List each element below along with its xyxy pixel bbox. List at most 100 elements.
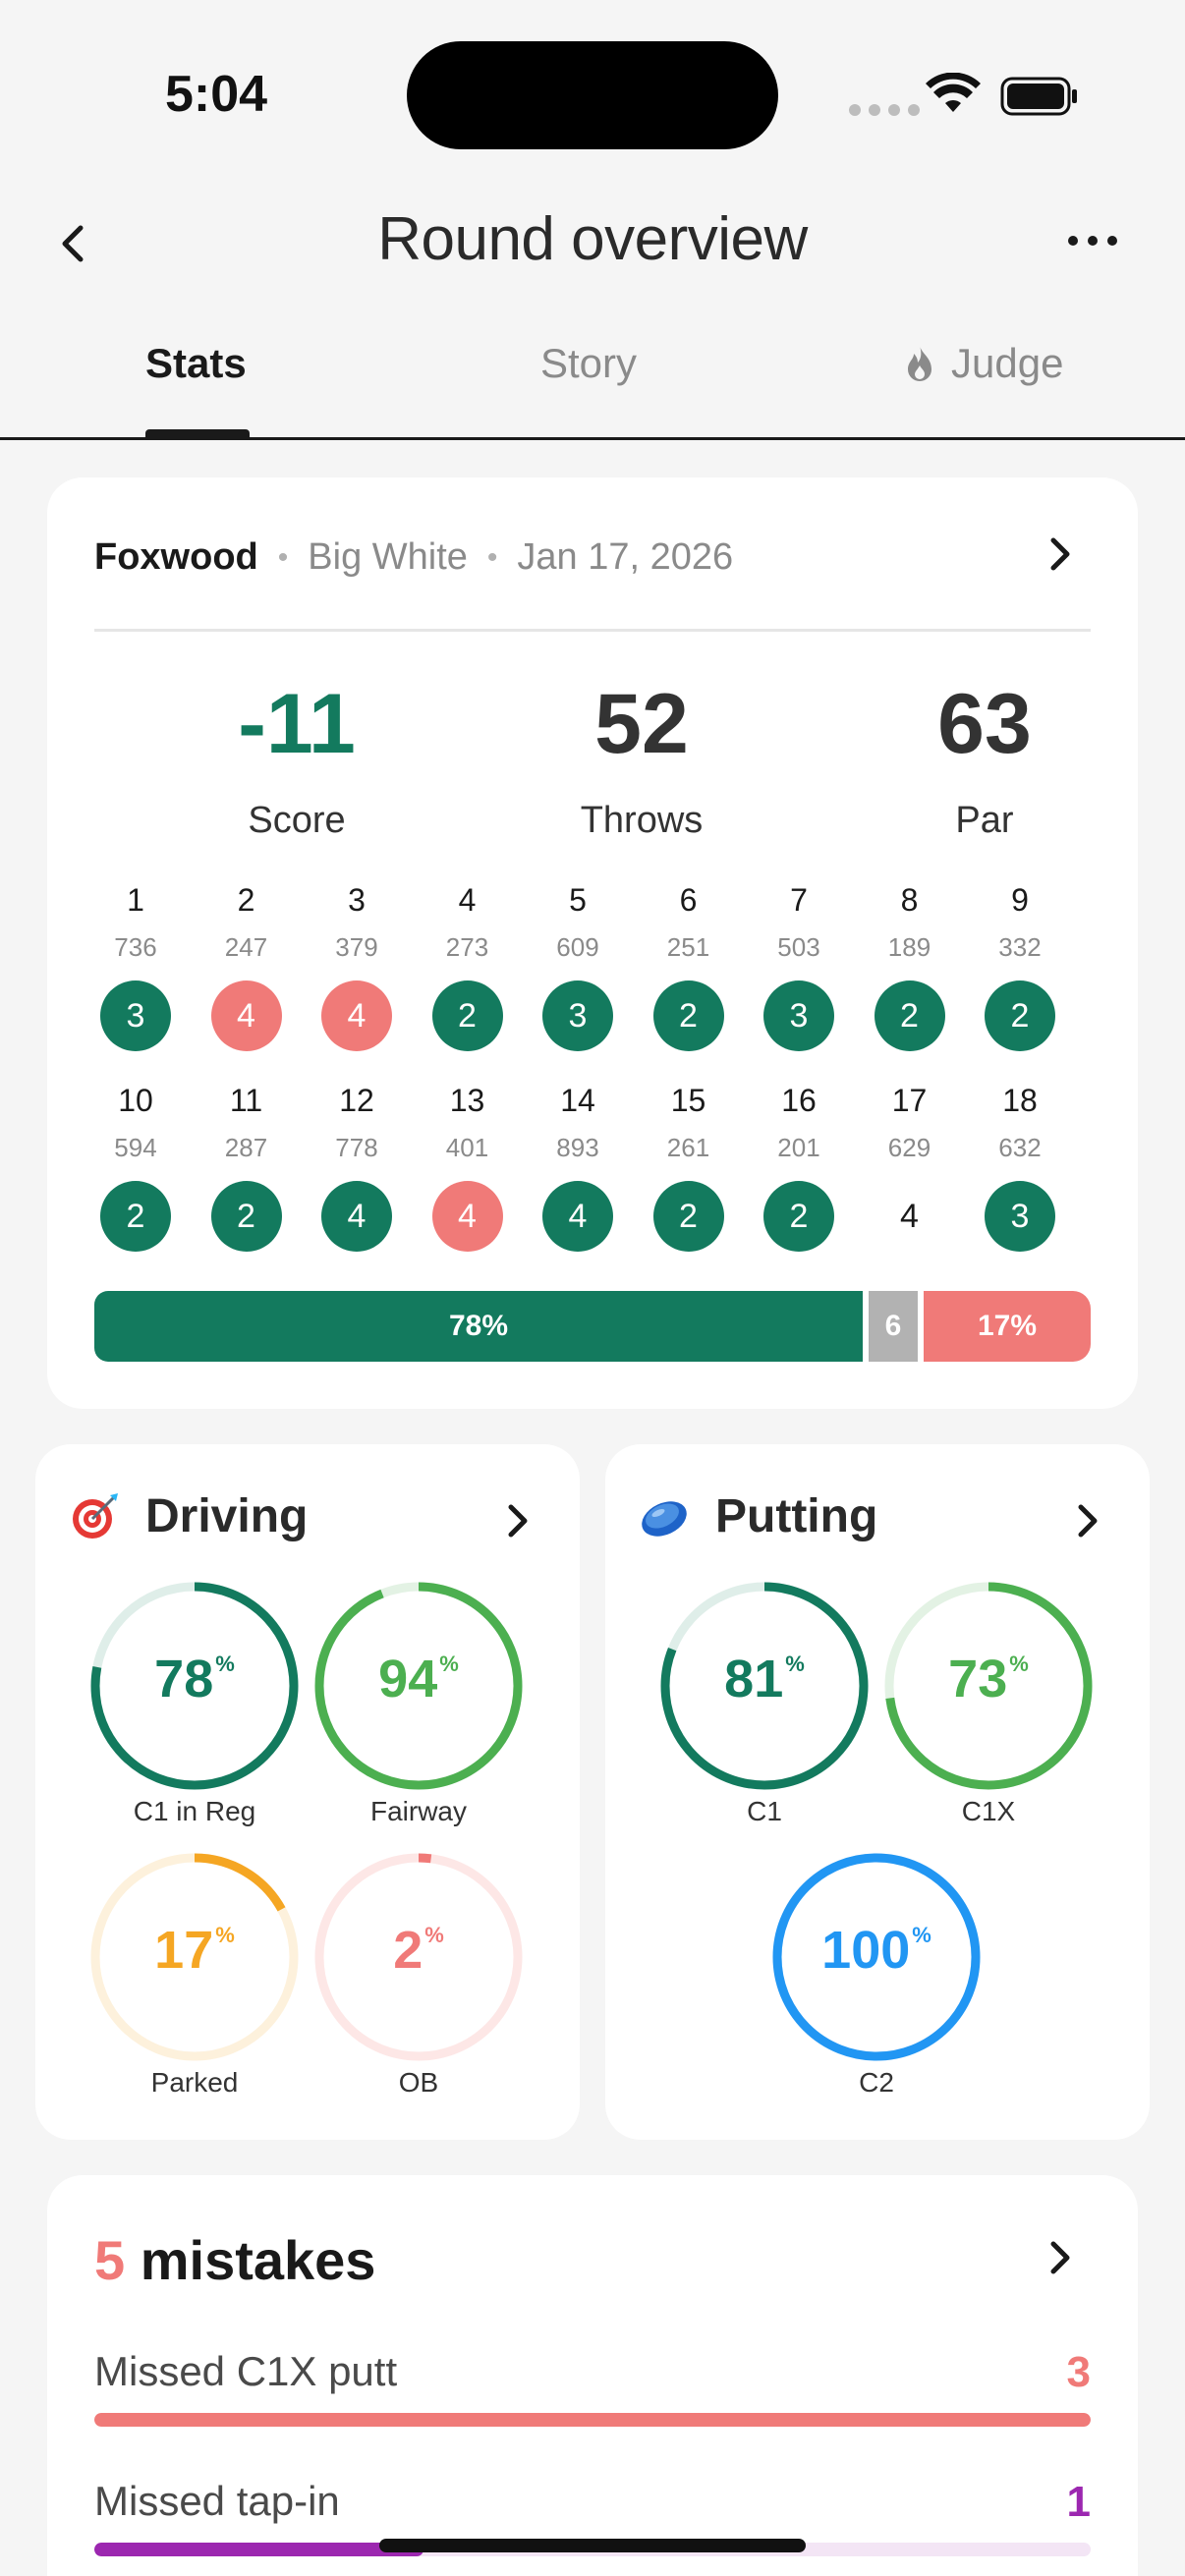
hole-score: 2 xyxy=(431,980,503,1051)
ring-value-number: 94 xyxy=(378,1650,438,1708)
mistake-count: 1 xyxy=(1066,2478,1091,2526)
home-indicator xyxy=(379,2539,806,2552)
tab-story[interactable]: Story xyxy=(540,340,637,387)
ring-label: C2 xyxy=(859,2067,894,2098)
driving-card[interactable]: Driving 78% C1 in Reg 94% Fairway 17% Parked 2… xyxy=(35,1444,580,2140)
mistake-bar-fill xyxy=(94,2413,1091,2427)
hole-score: 2 xyxy=(652,980,724,1051)
round-summary-card[interactable]: Foxwood • Big White • Jan 17, 2026 -11 S… xyxy=(47,477,1138,1409)
chevron-right-icon[interactable] xyxy=(1073,1499,1102,1542)
hole-score: 2 xyxy=(210,1181,282,1252)
hole-number: 3 xyxy=(348,882,366,918)
hole-cell[interactable]: 11 287 2 xyxy=(198,1083,296,1252)
tab-stats[interactable]: Stats xyxy=(145,340,247,387)
hole-cell[interactable]: 18 632 3 xyxy=(971,1083,1069,1252)
separator-dot: • xyxy=(486,540,498,574)
course-info: Foxwood • Big White • Jan 17, 2026 xyxy=(94,536,733,579)
hole-number: 12 xyxy=(339,1083,374,1118)
hole-cell[interactable]: 2 247 4 xyxy=(198,882,296,1051)
hole-cell[interactable]: 6 251 2 xyxy=(640,882,738,1051)
tab-judge-label: Judge xyxy=(951,340,1064,386)
mistakes-card[interactable]: 5 mistakes Missed C1X putt 3 Missed tap-in… xyxy=(47,2175,1138,2576)
hole-cell[interactable]: 13 401 4 xyxy=(419,1083,517,1252)
hole-number: 7 xyxy=(790,882,808,918)
mistake-bar-track xyxy=(94,2413,1091,2427)
mistake-label: Missed C1X putt xyxy=(94,2348,398,2394)
tab-story-label: Story xyxy=(540,340,638,386)
hole-cell[interactable]: 8 189 2 xyxy=(861,882,959,1051)
active-tab-indicator xyxy=(145,429,250,437)
hole-cell[interactable]: 14 893 4 xyxy=(529,1083,627,1252)
stat-ring: 17% xyxy=(86,1849,303,2065)
hole-cell[interactable]: 5 609 3 xyxy=(529,882,627,1051)
tab-judge[interactable]: Judge xyxy=(902,340,1063,387)
hole-distance: 503 xyxy=(777,932,820,962)
hole-score: 4 xyxy=(321,1181,392,1252)
ring-progress xyxy=(314,1853,523,2061)
hole-number: 2 xyxy=(237,882,255,918)
round-date: Jan 17, 2026 xyxy=(517,536,734,578)
hole-distance: 332 xyxy=(998,932,1042,962)
dynamic-island xyxy=(407,41,778,149)
throws-summary: 52 Throws xyxy=(494,682,789,842)
hole-distance: 379 xyxy=(335,932,378,962)
hole-distance: 736 xyxy=(114,932,157,962)
hole-cell[interactable]: 7 503 3 xyxy=(750,882,848,1051)
hole-distance: 201 xyxy=(777,1133,820,1162)
stat-ring: 94% xyxy=(310,1578,527,1794)
layout-name: Big White xyxy=(308,536,468,578)
chevron-right-icon[interactable] xyxy=(1045,2236,1075,2279)
score-summary: -11 Score xyxy=(149,682,444,842)
ring-value: 81% xyxy=(656,1649,873,1709)
hole-score: 2 xyxy=(100,1181,171,1252)
ring-label: C1 xyxy=(747,1796,782,1826)
hole-cell[interactable]: 4 273 2 xyxy=(419,882,517,1051)
hole-number: 16 xyxy=(781,1083,817,1118)
mistakes-title: mistakes xyxy=(140,2229,376,2291)
disc-icon xyxy=(642,1500,687,1537)
stat-ring: 81% xyxy=(656,1578,873,1794)
ring-value: 100% xyxy=(768,1920,985,1981)
putting-card[interactable]: Putting 81% C1 73% C1X 100% C2 xyxy=(605,1444,1150,2140)
hole-number: 15 xyxy=(670,1083,706,1118)
hole-cell[interactable]: 12 778 4 xyxy=(308,1083,406,1252)
hole-score: 3 xyxy=(542,980,613,1051)
hole-score: 3 xyxy=(763,980,834,1051)
progress-ring xyxy=(314,1582,523,1790)
hole-cell[interactable]: 9 332 2 xyxy=(971,882,1069,1051)
hole-distance: 251 xyxy=(666,932,710,962)
flame-icon xyxy=(908,346,931,381)
hole-number: 4 xyxy=(458,882,477,918)
hole-cell[interactable]: 10 594 2 xyxy=(86,1083,185,1252)
ring-value-unit: % xyxy=(215,1923,235,1947)
back-chevron-icon[interactable] xyxy=(51,216,94,271)
hole-distance: 273 xyxy=(445,932,489,962)
ring-value-number: 17 xyxy=(154,1921,214,1980)
mistake-row[interactable]: Missed C1X putt 3 xyxy=(94,2348,1091,2427)
ring-progress xyxy=(90,1582,299,1790)
score-distribution-bar: 78% 6 17% xyxy=(94,1291,1091,1362)
mistake-row[interactable]: Missed tap-in 1 xyxy=(94,2478,1091,2556)
hole-cell[interactable]: 17 629 4 xyxy=(861,1083,959,1252)
chevron-right-icon[interactable] xyxy=(503,1499,533,1542)
stat-ring: 73% xyxy=(880,1578,1097,1794)
mistake-label: Missed tap-in xyxy=(94,2478,340,2524)
more-options-icon[interactable] xyxy=(1063,226,1122,255)
ring-value-number: 100 xyxy=(821,1921,911,1980)
hole-score: 2 xyxy=(874,980,945,1051)
hole-cell[interactable]: 3 379 4 xyxy=(308,882,406,1051)
tab-bar: Stats Story Judge xyxy=(0,305,1185,440)
chevron-right-icon[interactable] xyxy=(1045,532,1075,576)
mistake-bar-fill xyxy=(94,2543,423,2556)
ring-value-unit: % xyxy=(785,1652,805,1676)
hole-score: 4 xyxy=(210,980,282,1051)
tab-stats-label: Stats xyxy=(145,340,247,386)
progress-ring xyxy=(772,1853,981,2061)
navigation-bar: Round overview xyxy=(0,187,1185,305)
ring-value-unit: % xyxy=(912,1923,931,1947)
mistakes-count: 5 xyxy=(94,2229,126,2291)
hole-distance: 594 xyxy=(114,1133,157,1162)
hole-cell[interactable]: 1 736 3 xyxy=(86,882,185,1051)
hole-cell[interactable]: 16 201 2 xyxy=(750,1083,848,1252)
hole-cell[interactable]: 15 261 2 xyxy=(640,1083,738,1252)
